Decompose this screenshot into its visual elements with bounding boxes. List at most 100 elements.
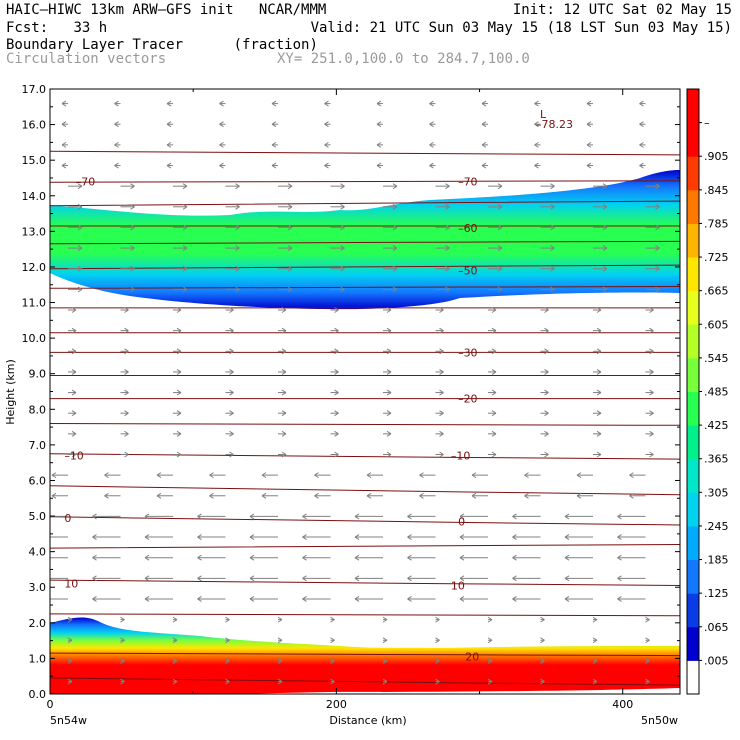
vector-head bbox=[92, 534, 97, 540]
isotherm-label: 20 bbox=[465, 651, 479, 664]
vector-head bbox=[512, 513, 517, 520]
vector-head bbox=[407, 534, 412, 540]
isotherm-label: 0 bbox=[64, 512, 71, 525]
circulation-vectors bbox=[40, 100, 660, 685]
vector-head bbox=[144, 513, 150, 520]
vector-head bbox=[114, 121, 119, 128]
vector-head bbox=[219, 121, 224, 128]
vector-head bbox=[407, 513, 412, 520]
colorbar-swatch bbox=[687, 492, 699, 527]
vector-head bbox=[629, 492, 634, 499]
y-tick-label: 1.0 bbox=[29, 652, 47, 665]
colorbar-label: .605 bbox=[704, 318, 729, 331]
vector-head bbox=[302, 554, 307, 561]
isotherm-line bbox=[50, 613, 680, 617]
vector-head bbox=[649, 327, 654, 334]
colorbar-label: .665 bbox=[704, 285, 729, 298]
vector-head bbox=[176, 327, 182, 334]
vector-head bbox=[330, 616, 335, 623]
vector-head bbox=[544, 307, 549, 313]
vector-head bbox=[71, 327, 77, 334]
colorbar-swatch bbox=[687, 122, 699, 157]
vector-head bbox=[197, 575, 202, 582]
vector-head bbox=[439, 369, 444, 375]
vector-head bbox=[435, 657, 440, 664]
colorbar-label: .485 bbox=[704, 386, 729, 399]
isotherm-label: 10 bbox=[451, 579, 465, 592]
vector-head bbox=[645, 637, 650, 644]
vector-head bbox=[124, 327, 129, 334]
model-name: HAIC–HIWC 13km ARW–GFS init bbox=[6, 2, 234, 18]
vector-head bbox=[51, 492, 57, 499]
vector-head bbox=[639, 100, 644, 107]
vector-head bbox=[392, 265, 398, 272]
vector-head bbox=[386, 348, 392, 355]
vector-head bbox=[77, 286, 83, 293]
vector-head bbox=[130, 203, 135, 210]
vector-head bbox=[281, 327, 287, 334]
vector-head bbox=[596, 307, 602, 313]
colorbar-label: .245 bbox=[704, 520, 729, 533]
vector-head bbox=[172, 678, 178, 685]
vector-head bbox=[176, 369, 182, 375]
field-units: (fraction) bbox=[233, 37, 318, 53]
vector-head bbox=[229, 410, 234, 417]
vector-head bbox=[544, 327, 549, 334]
vector-head bbox=[439, 327, 444, 334]
y-tick-label: 15.0 bbox=[22, 154, 47, 167]
isotherm-label: –50 bbox=[458, 265, 478, 278]
vector-head bbox=[124, 430, 129, 437]
vector-head bbox=[596, 327, 602, 334]
colorbar-label: .365 bbox=[704, 453, 729, 466]
vector-head bbox=[104, 472, 109, 479]
vector-head bbox=[392, 245, 398, 252]
vector-head bbox=[225, 678, 230, 685]
vector-head bbox=[281, 369, 287, 375]
vector-head bbox=[67, 678, 73, 685]
y-axis: 0.0 1.0 2.0 3.0 4.0 5.0 6.0 7.0 8.0 9.0 10.0 11.0 12… bbox=[22, 83, 680, 701]
vector-head bbox=[534, 141, 539, 148]
vector-head bbox=[71, 389, 77, 396]
vector-head bbox=[261, 492, 267, 499]
vector-head bbox=[617, 554, 622, 561]
vector-head bbox=[491, 369, 497, 375]
vector-head bbox=[340, 286, 345, 293]
vector-head bbox=[67, 616, 73, 623]
vector-head bbox=[166, 100, 172, 107]
vector-head bbox=[491, 307, 497, 313]
x-axis-label: Distance (km) bbox=[329, 714, 406, 727]
vector-head bbox=[330, 657, 335, 664]
vector-head bbox=[540, 616, 545, 623]
boundary-layer-tracer bbox=[50, 617, 680, 694]
colorbar-label: .905 bbox=[704, 150, 729, 163]
vector-head bbox=[324, 100, 329, 107]
colorbar-label: .305 bbox=[704, 486, 729, 499]
vector-head bbox=[429, 121, 434, 128]
vector-head bbox=[639, 162, 644, 169]
vector-head bbox=[602, 224, 608, 231]
vector-head bbox=[71, 307, 77, 313]
vector-head bbox=[596, 389, 602, 396]
vector-head bbox=[114, 162, 119, 169]
vector-head bbox=[182, 265, 188, 272]
vector-head bbox=[130, 245, 135, 252]
vector-head bbox=[340, 245, 345, 252]
low-marker-value: –78.23 bbox=[536, 118, 573, 131]
vector-head bbox=[392, 286, 398, 293]
vector-head bbox=[71, 451, 77, 458]
model-title: HAIC–HIWC 13km ARW–GFS init NCAR/MMM bbox=[6, 2, 326, 18]
vector-head bbox=[120, 678, 125, 685]
vector-head bbox=[334, 348, 339, 355]
vector-head bbox=[586, 141, 592, 148]
vector-head bbox=[382, 637, 388, 644]
vector-head bbox=[225, 657, 230, 664]
vector-head bbox=[124, 451, 129, 458]
vector-head bbox=[340, 183, 345, 190]
vector-head bbox=[655, 286, 660, 293]
vector-head bbox=[235, 183, 240, 190]
vector-head bbox=[144, 596, 150, 602]
vector-head bbox=[92, 554, 97, 561]
vector-head bbox=[540, 678, 545, 685]
vector-head bbox=[596, 430, 602, 437]
vector-head bbox=[40, 576, 44, 581]
